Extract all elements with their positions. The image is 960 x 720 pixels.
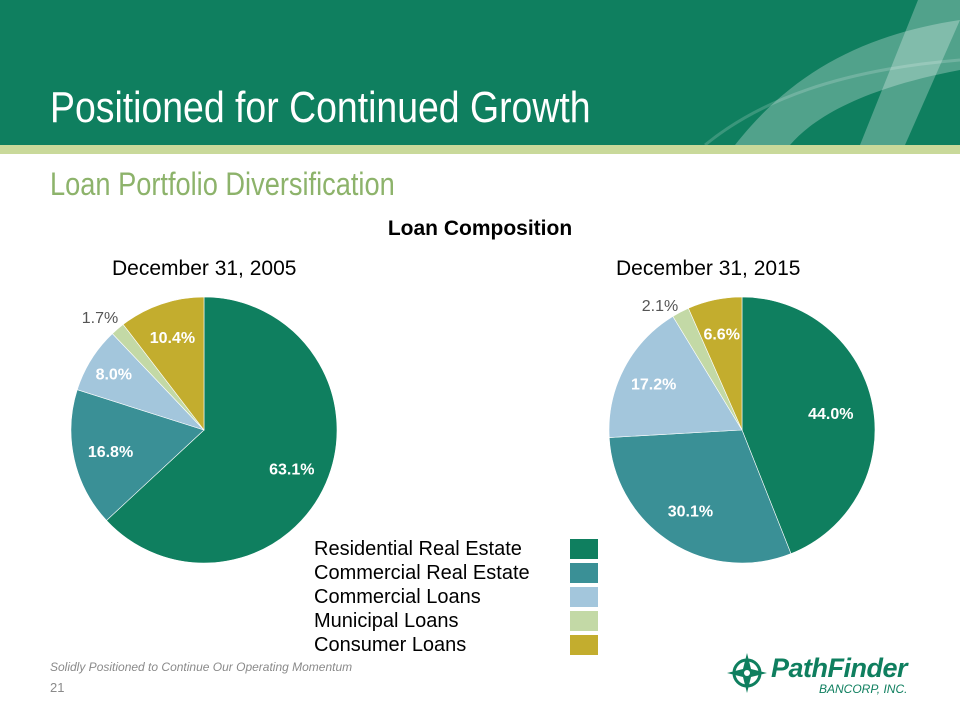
legend-swatch-commercial-real-estate (570, 563, 598, 583)
pie-2005-label-residential: 63.1% (269, 461, 314, 478)
pie-2015-slice-commercial-real-estate (608, 429, 792, 564)
legend-swatch-consumer (570, 635, 598, 655)
pie-2005-label-consumer: 10.4% (150, 330, 195, 347)
pie-2015-slice-consumer (688, 296, 743, 431)
header-banner: Positioned for Continued Growth (0, 0, 960, 145)
pie-2015-slice-residential (741, 296, 876, 555)
legend-swatch-residential (570, 539, 598, 559)
pie-2005-slice-residential (106, 296, 338, 564)
legend-label-municipal: Municipal Loans (314, 610, 459, 632)
pathfinder-logo: PathFinder BANCORP, INC. (727, 651, 917, 696)
legend-label-commercial-loans: Commercial Loans (314, 586, 481, 608)
pie-2015-label-municipal: 2.1% (642, 298, 678, 315)
slide-title: Positioned for Continued Growth (50, 83, 591, 132)
slide-subtitle: Loan Portfolio Diversification (50, 166, 395, 202)
swoosh-graphic (704, 0, 960, 145)
pie-2005-label-commercial-real-estate: 16.8% (88, 444, 133, 461)
pie-2005-label-municipal: 1.7% (82, 310, 118, 327)
pie-2005-slice-consumer (122, 296, 205, 431)
compass-logo-icon (727, 653, 767, 693)
legend-label-residential: Residential Real Estate (314, 538, 522, 560)
page-number: 21 (50, 680, 65, 695)
pie-2015-label-commercial-loans: 17.2% (631, 377, 676, 394)
legend-label-consumer: Consumer Loans (314, 634, 467, 656)
legend-swatch-municipal (570, 611, 598, 631)
pie-2015-label-residential: 44.0% (808, 406, 853, 423)
header-accent-stripe (0, 145, 960, 154)
legend: Residential Real Estate Commercial Real … (314, 537, 598, 657)
pie-2015-label-consumer: 6.6% (703, 327, 739, 344)
pie-2015-label-commercial-real-estate: 30.1% (668, 504, 713, 521)
pie-2015-slice-commercial-loans (608, 315, 743, 438)
footer-tagline: Solidly Positioned to Continue Our Opera… (50, 660, 353, 674)
pie-2005-label: December 31, 2005 (112, 257, 297, 280)
logo-subtext: BANCORP, INC. (819, 682, 908, 696)
logo-name: PathFinder (771, 653, 908, 683)
pie-2015-label: December 31, 2015 (616, 257, 801, 280)
pie-2005-label-commercial-loans: 8.0% (96, 367, 132, 384)
legend-swatch-commercial-loans (570, 587, 598, 607)
pie-2005-slice-commercial-real-estate (70, 389, 205, 521)
legend-label-commercial-real-estate: Commercial Real Estate (314, 562, 530, 584)
chart-title: Loan Composition (387, 217, 573, 240)
